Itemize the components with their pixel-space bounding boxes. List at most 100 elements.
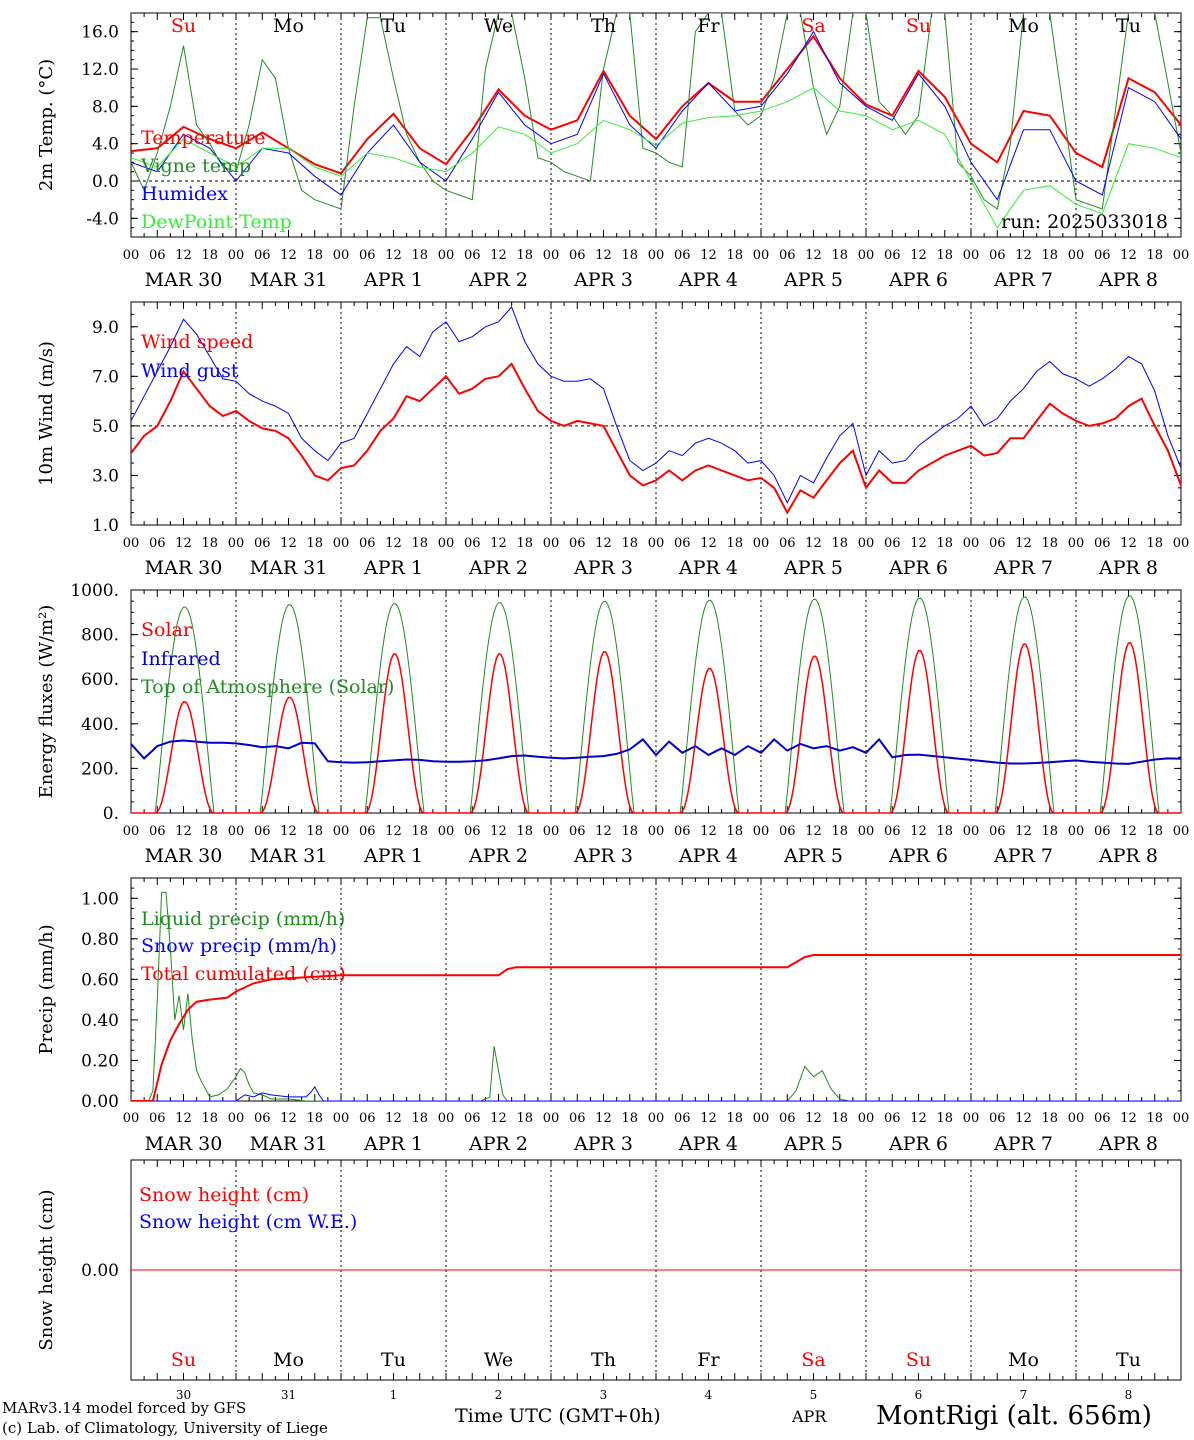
hour-tick-label: 18 [621,824,638,839]
y-tick-label: 0.40 [81,1011,119,1031]
hour-tick-label: 00 [1068,824,1085,839]
hour-tick-label: 06 [674,248,691,263]
date-label: APR 5 [783,1133,843,1155]
weekday-label: Su [906,1349,931,1371]
weekday-label: Sa [801,1349,825,1371]
hour-tick-label: 12 [1015,824,1032,839]
y-tick-label: 5.0 [92,417,119,437]
hour-tick-label: 06 [254,824,271,839]
date-label: APR 8 [1098,269,1158,291]
hour-tick-label: 00 [438,536,455,551]
hour-tick-label: 00 [228,248,245,263]
y-axis-label: Energy fluxes (W/m²) [36,605,57,799]
hour-tick-label: 06 [569,1111,586,1126]
hour-tick-label: 18 [1146,536,1163,551]
hour-tick-label: 12 [805,248,822,263]
hour-tick-label: 12 [700,536,717,551]
hour-tick-label: 00 [543,824,560,839]
hour-tick-label: 18 [831,824,848,839]
hour-tick-label: 18 [516,536,533,551]
hour-tick-label: 00 [753,536,770,551]
series-line-solar [131,642,1181,813]
hour-tick-label: 12 [805,536,822,551]
weekday-label: Su [171,15,196,37]
series-line-wind-speed [131,362,1181,515]
hour-tick-label: 18 [726,1111,743,1126]
legend-entry: Total cumulated (cm) [141,963,346,985]
hour-tick-label: 18 [411,1111,428,1126]
hour-tick-label: 12 [1015,536,1032,551]
y-tick-label: 400. [81,715,119,735]
date-label: APR 6 [888,1133,948,1155]
date-label: APR 8 [1098,1133,1158,1155]
y-tick-label: 0.80 [81,930,119,950]
y-tick-label: 0.60 [81,970,119,990]
date-label: APR 7 [993,269,1053,291]
day-number-label: 8 [1125,1388,1133,1400]
y-tick-label: 9.0 [92,318,119,338]
hour-tick-label: 00 [963,1111,980,1126]
hour-tick-label: 12 [1015,1111,1032,1126]
hour-tick-label: 12 [490,536,507,551]
hour-tick-label: 00 [1068,248,1085,263]
date-label: APR 5 [783,557,843,579]
series-line-humidex [131,30,1181,201]
hour-tick-label: 12 [910,1111,927,1126]
legend-entry: Humidex [141,183,228,205]
hour-tick-label: 06 [989,824,1006,839]
weekday-label: Fr [697,1349,720,1371]
lab-credit: (c) Lab. of Climatology, University of L… [2,1419,328,1437]
weekday-label: Tu [381,15,406,37]
day-number-label: 30 [176,1388,191,1400]
day-number-label: 1 [390,1388,398,1400]
hour-tick-label: 06 [884,536,901,551]
panel-snowheight: 0.00 Snow height (cm) Snow height (cm) Snow… [36,1159,1182,1381]
station-label: MontRigi (alt. 656m) [876,1401,1152,1431]
hour-tick-label: 06 [149,1111,166,1126]
hour-tick-label: 18 [621,248,638,263]
weekday-label: Mo [1008,1349,1039,1371]
series-line-toa-solar [131,595,1181,813]
hour-tick-label: 06 [884,248,901,263]
hour-tick-label: 12 [1015,248,1032,263]
legend-entry: DewPoint Temp [141,211,292,233]
legend-entry: Top of Atmosphere (Solar) [141,676,394,698]
hour-tick-label: 00 [963,248,980,263]
weekday-label: Th [591,1349,616,1371]
hour-tick-label: 18 [516,248,533,263]
date-label: MAR 30 [145,1133,223,1155]
date-label: APR 7 [993,1133,1053,1155]
hour-tick-label: 12 [490,1111,507,1126]
hour-tick-label: 18 [411,536,428,551]
hour-tick-label: 12 [910,248,927,263]
weekday-label: Tu [381,1349,406,1371]
hour-tick-label: 18 [831,248,848,263]
hour-tick-label: 18 [201,1111,218,1126]
hour-tick-label: 00 [648,248,665,263]
legend-entry: Infrared [141,648,221,670]
hour-tick-label: 18 [621,536,638,551]
hour-tick-label: 12 [280,536,297,551]
hour-tick-label: 06 [359,248,376,263]
legend-entry: Snow height (cm W.E.) [139,1211,357,1233]
hour-tick-label: 12 [385,824,402,839]
hour-tick-label: 12 [280,824,297,839]
y-tick-label: 0.00 [81,1092,119,1112]
hour-tick-label: 06 [674,536,691,551]
hour-tick-label: 12 [385,536,402,551]
hour-tick-label: 00 [753,1111,770,1126]
hour-tick-label: 18 [1041,824,1058,839]
hour-tick-label: 00 [333,248,350,263]
y-tick-label: -4.0 [86,209,119,229]
series-line-total-cumulated-cm- [131,954,1181,1101]
hour-tick-label: 06 [989,248,1006,263]
hour-tick-label: 00 [228,824,245,839]
hour-tick-label: 06 [884,1111,901,1126]
hour-tick-label: 00 [543,536,560,551]
hour-tick-label: 06 [779,1111,796,1126]
hour-tick-label: 12 [1120,824,1137,839]
hour-tick-label: 12 [910,824,927,839]
hour-tick-label: 12 [490,824,507,839]
hour-tick-label: 12 [175,248,192,263]
date-label: APR 1 [363,1133,423,1155]
